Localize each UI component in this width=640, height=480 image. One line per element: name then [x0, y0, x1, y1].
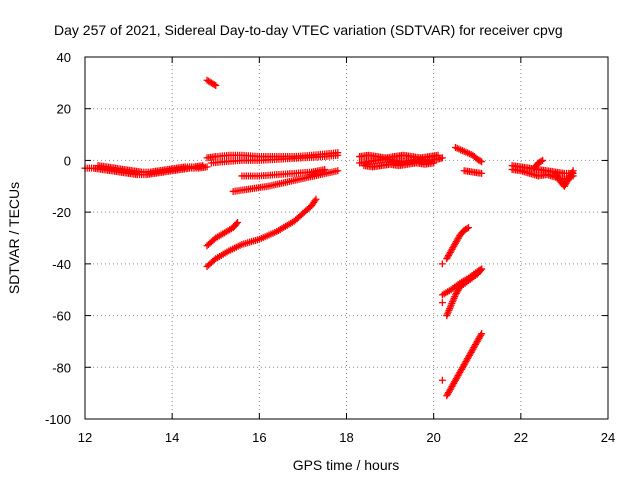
data-point [478, 265, 486, 273]
data-point [438, 260, 446, 268]
data-point [321, 165, 329, 173]
data-point [539, 156, 547, 164]
data-point [568, 168, 576, 176]
data-point [199, 162, 207, 170]
data-point [569, 167, 577, 175]
y-tick-label: -80 [52, 360, 71, 375]
y-tick-label: 20 [57, 102, 71, 117]
data-point [334, 151, 342, 159]
x-axis-label: GPS time / hours [293, 457, 400, 473]
data-point [465, 224, 473, 232]
y-axis: 40 20 0 -20 -40 -60 -80 -100 [45, 50, 608, 427]
data-point [477, 331, 485, 339]
data-point [478, 330, 486, 338]
data-point [312, 195, 320, 203]
y-tick-label: -60 [52, 309, 71, 324]
data-point [334, 167, 342, 175]
data-points [81, 76, 577, 400]
data-point [478, 158, 486, 166]
data-point [212, 81, 220, 89]
data-point [210, 81, 218, 89]
y-axis-label: SDTVAR / TECUs [6, 182, 22, 294]
x-tick-label: 14 [165, 430, 179, 445]
x-tick-label: 22 [514, 430, 528, 445]
x-tick-label: 20 [426, 430, 440, 445]
data-point [434, 151, 442, 159]
y-tick-label: -20 [52, 205, 71, 220]
data-point [234, 218, 242, 226]
x-tick-label: 18 [339, 430, 353, 445]
x-tick-label: 24 [601, 430, 615, 445]
data-point [438, 299, 446, 307]
data-point [438, 154, 446, 162]
data-point [430, 159, 438, 167]
data-point [438, 376, 446, 384]
data-point [476, 157, 484, 165]
x-axis: 12 14 16 18 20 22 24 [78, 57, 615, 445]
y-tick-label: -40 [52, 257, 71, 272]
data-point [232, 220, 240, 228]
x-tick-label: 12 [78, 430, 92, 445]
data-point [311, 197, 319, 205]
y-tick-label: -100 [45, 412, 71, 427]
grid [85, 57, 608, 419]
y-tick-label: 0 [64, 153, 71, 168]
data-point [537, 157, 545, 165]
y-tick-label: 40 [57, 50, 71, 65]
data-point [476, 266, 484, 274]
data-point [463, 225, 471, 233]
x-tick-label: 16 [252, 430, 266, 445]
chart-title: Day 257 of 2021, Sidereal Day-to-day VTE… [54, 22, 563, 38]
data-point [203, 163, 211, 171]
data-point [478, 169, 486, 177]
